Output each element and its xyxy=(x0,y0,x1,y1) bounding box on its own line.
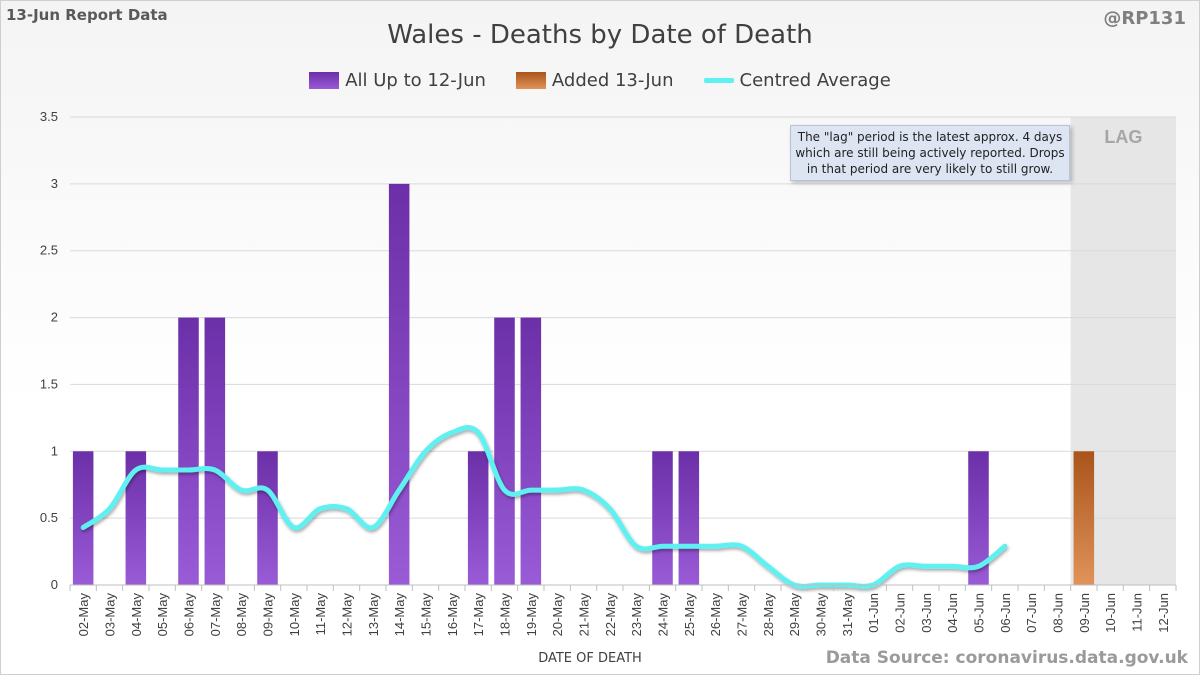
bar-all-up-to-12-jun xyxy=(72,451,94,585)
y-tick-label: 1 xyxy=(51,443,58,458)
x-tick-label: 11-May xyxy=(313,593,328,636)
x-tick-label: 06-May xyxy=(182,593,197,637)
x-tick-label: 03-Jun xyxy=(919,593,934,633)
y-tick-label: 0 xyxy=(51,577,58,592)
bar-all-up-to-12-jun xyxy=(968,451,989,585)
x-tick-label: 03-May xyxy=(103,593,118,637)
x-tick-label: 02-Jun xyxy=(893,593,908,633)
x-tick-label: 27-May xyxy=(735,593,750,637)
x-tick-label: 04-Jun xyxy=(945,593,960,633)
legend: All Up to 12-Jun Added 13-Jun Centred Av… xyxy=(0,70,1200,91)
x-tick-label: 11-Jun xyxy=(1130,593,1145,632)
x-tick-label: 07-May xyxy=(208,593,223,637)
x-tick-label: 29-May xyxy=(787,593,802,637)
y-tick-label: 0.5 xyxy=(40,510,58,525)
y-tick-label: 1.5 xyxy=(40,376,58,391)
y-tick-label: 3 xyxy=(51,176,58,191)
x-tick-label: 08-May xyxy=(234,593,249,637)
report-date-label: 13-Jun Report Data xyxy=(6,6,168,24)
x-tick-label: 23-May xyxy=(629,593,644,637)
bar-all-up-to-12-jun xyxy=(204,317,226,585)
x-tick-label: 25-May xyxy=(682,593,697,637)
x-tick-label: 30-May xyxy=(814,593,829,637)
bar-all-up-to-12-jun xyxy=(388,183,410,585)
bar-all-up-to-12-jun xyxy=(257,451,278,585)
x-tick-label: 22-May xyxy=(603,593,618,637)
data-source: Data Source: coronavirus.data.gov.uk xyxy=(825,648,1188,668)
x-tick-label: 05-May xyxy=(155,593,170,637)
x-tick-label: 19-May xyxy=(524,593,539,637)
legend-swatch-purple xyxy=(309,72,340,89)
x-axis-title: DATE OF DEATH xyxy=(538,651,642,666)
legend-label-all: All Up to 12-Jun xyxy=(345,70,486,91)
x-tick-label: 02-May xyxy=(76,593,91,637)
x-tick-label: 09-May xyxy=(261,593,276,637)
x-tick-label: 09-Jun xyxy=(1077,593,1092,633)
x-tick-label: 21-May xyxy=(577,593,592,637)
y-tick-label: 2 xyxy=(51,310,58,325)
x-tick-label: 12-May xyxy=(340,593,355,637)
x-tick-label: 15-May xyxy=(419,593,434,637)
x-tick-label: 16-May xyxy=(445,593,460,637)
y-tick-label: 3.5 xyxy=(40,109,58,124)
x-tick-label: 14-May xyxy=(392,593,407,637)
x-tick-label: 12-Jun xyxy=(1156,593,1171,633)
x-tick-label: 24-May xyxy=(656,593,671,637)
bar-all-up-to-12-jun xyxy=(494,317,515,585)
bar-added-13-jun xyxy=(1073,451,1095,585)
x-tick-label: 20-May xyxy=(550,593,565,637)
x-tick-label: 10-May xyxy=(287,593,302,637)
x-tick-label: 28-May xyxy=(761,593,776,637)
x-tick-label: 06-Jun xyxy=(998,593,1013,633)
legend-label-added: Added 13-Jun xyxy=(551,70,674,91)
x-tick-label: 04-May xyxy=(129,593,144,637)
legend-item-all: All Up to 12-Jun xyxy=(309,70,486,91)
x-tick-label: 13-May xyxy=(366,593,381,637)
legend-swatch-line xyxy=(703,78,734,83)
legend-swatch-orange xyxy=(515,72,546,89)
author-handle: @RP131 xyxy=(1103,8,1186,29)
bar-all-up-to-12-jun xyxy=(125,451,147,585)
x-tick-label: 18-May xyxy=(498,593,513,637)
bar-all-up-to-12-jun xyxy=(678,451,700,585)
bar-all-up-to-12-jun xyxy=(467,451,489,585)
chart-title: Wales - Deaths by Date of Death xyxy=(387,20,813,50)
y-tick-label: 2.5 xyxy=(40,243,58,258)
legend-item-average: Centred Average xyxy=(703,70,891,91)
x-tick-label: 17-May xyxy=(471,593,486,637)
legend-item-added: Added 13-Jun xyxy=(515,70,674,91)
legend-label-average: Centred Average xyxy=(739,70,891,91)
bar-all-up-to-12-jun xyxy=(520,317,542,585)
x-tick-label: 10-Jun xyxy=(1103,593,1118,633)
x-tick-label: 07-Jun xyxy=(1024,593,1039,633)
lag-note: The "lag" period is the latest approx. 4… xyxy=(790,125,1070,181)
lag-label: LAG xyxy=(1104,127,1142,147)
x-tick-label: 26-May xyxy=(708,593,723,637)
x-tick-label: 08-Jun xyxy=(1051,593,1066,633)
bar-all-up-to-12-jun xyxy=(652,451,673,585)
x-tick-label: 31-May xyxy=(840,593,855,637)
x-tick-label: 01-Jun xyxy=(866,593,881,633)
x-tick-label: 05-Jun xyxy=(972,593,987,633)
bar-all-up-to-12-jun xyxy=(178,317,199,585)
